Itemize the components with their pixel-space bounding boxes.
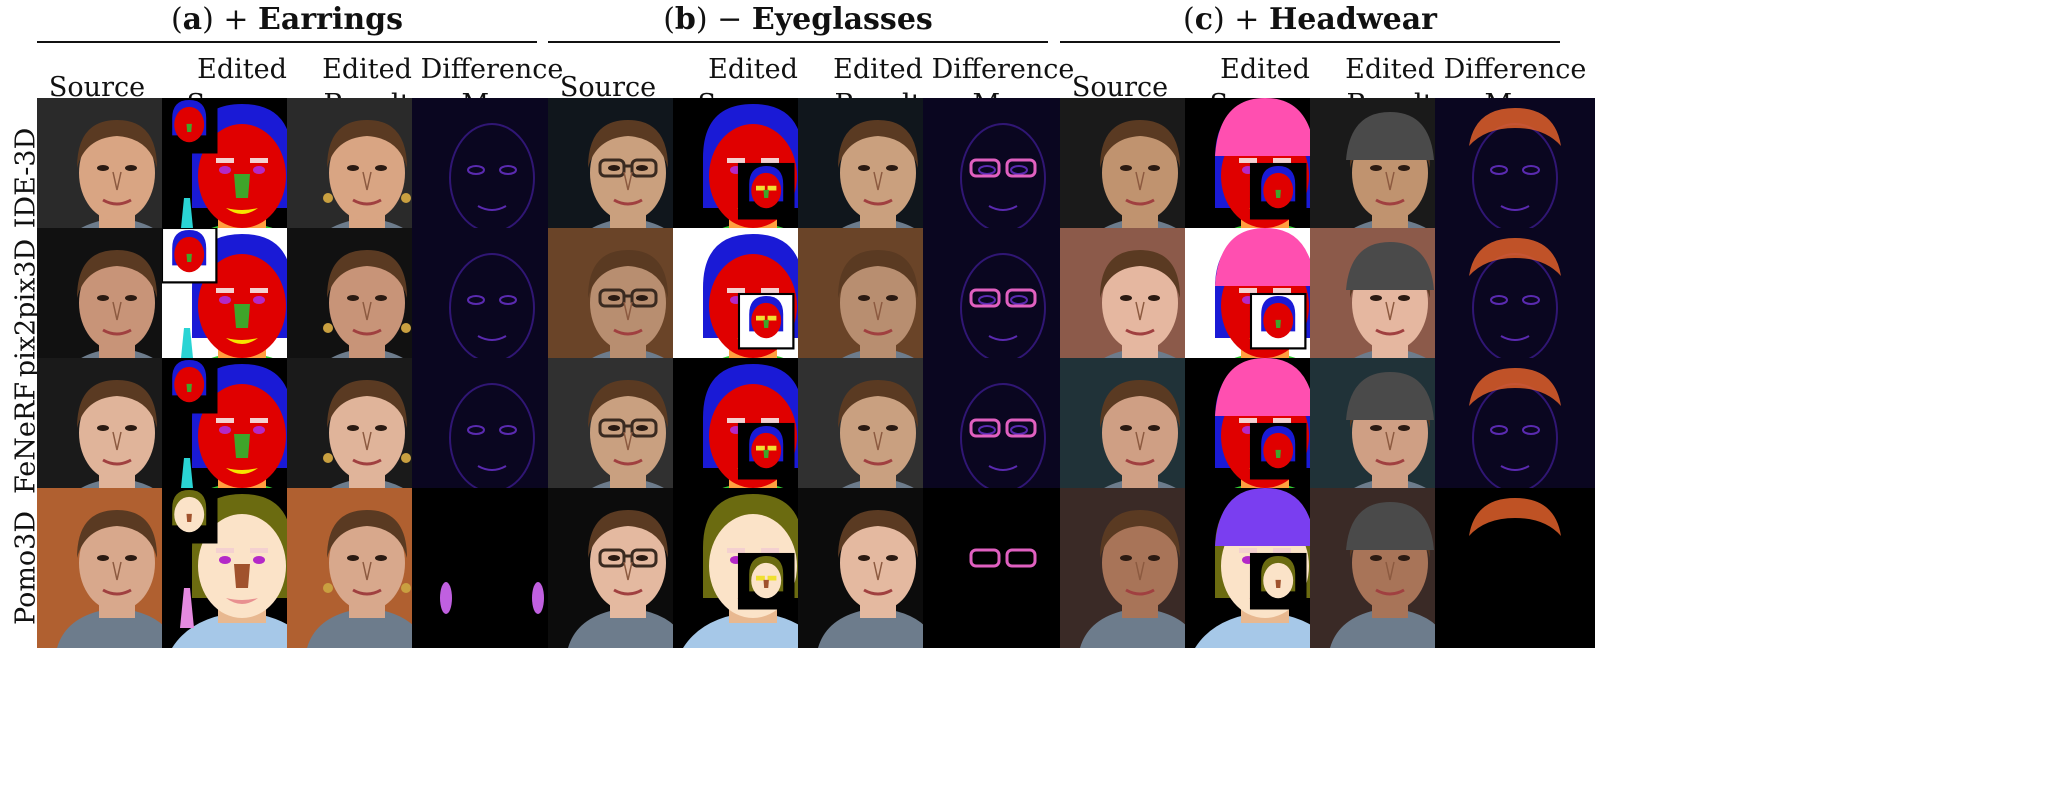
panel-pomo3d-earrings-diff bbox=[412, 488, 572, 648]
panel-pomo3d-eyeglasses-diff bbox=[923, 488, 1083, 648]
section-rule bbox=[548, 41, 1048, 43]
section-letter: (c) bbox=[1183, 2, 1235, 37]
section-operator: + bbox=[1234, 2, 1269, 37]
section-title-eyeglasses: (b) − Eyeglasses bbox=[548, 2, 1048, 38]
section-letter: (b) bbox=[663, 2, 718, 37]
section-name: Eyeglasses bbox=[751, 2, 933, 37]
section-name: Earrings bbox=[258, 2, 404, 37]
header-source: Source bbox=[559, 72, 657, 103]
section-operator: + bbox=[223, 2, 259, 37]
header-source: Source bbox=[1071, 72, 1169, 103]
section-rule bbox=[1060, 41, 1560, 43]
section-name: Headwear bbox=[1268, 2, 1437, 37]
header-source: Source bbox=[48, 72, 146, 103]
panel-pomo3d-headwear-diff bbox=[1435, 488, 1595, 648]
section-title-headwear: (c) + Headwear bbox=[1060, 2, 1560, 38]
section-operator: − bbox=[717, 2, 752, 37]
section-rule bbox=[37, 41, 537, 43]
section-letter: (a) bbox=[170, 2, 224, 37]
section-title-earrings: (a) + Earrings bbox=[37, 2, 537, 38]
